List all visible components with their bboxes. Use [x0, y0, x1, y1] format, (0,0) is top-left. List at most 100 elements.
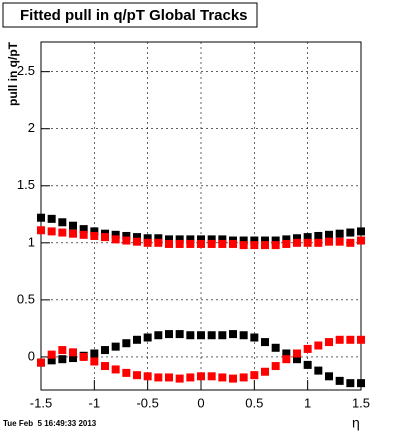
marker	[239, 373, 248, 382]
marker	[69, 229, 77, 238]
x-axis-label: η	[352, 415, 360, 431]
marker	[37, 358, 45, 367]
marker	[111, 235, 120, 244]
marker	[271, 241, 280, 250]
marker	[154, 373, 163, 382]
marker	[47, 350, 56, 359]
marker	[314, 238, 323, 247]
marker	[165, 373, 173, 382]
marker	[250, 236, 259, 245]
marker	[271, 343, 280, 352]
marker	[186, 239, 195, 248]
marker	[303, 360, 312, 369]
marker	[122, 231, 131, 240]
marker	[335, 335, 344, 344]
marker	[357, 335, 365, 344]
marker	[122, 236, 131, 245]
marker	[133, 371, 141, 380]
marker	[335, 376, 344, 385]
marker	[261, 241, 269, 250]
marker	[303, 233, 312, 242]
marker	[303, 344, 312, 353]
marker	[175, 330, 184, 339]
marker	[325, 230, 333, 239]
y-tick-label: 2.5	[17, 63, 35, 78]
marker	[346, 228, 355, 237]
marker	[357, 236, 365, 245]
marker	[111, 342, 120, 351]
marker	[47, 227, 56, 236]
y-axis-label: pull in q/pT	[6, 41, 20, 106]
marker	[282, 349, 291, 358]
marker	[346, 335, 355, 344]
marker	[282, 235, 291, 244]
title-box	[2, 2, 258, 28]
marker	[90, 227, 99, 236]
x-tick-label: 1	[304, 395, 311, 410]
x-tick-label: 1.5	[352, 395, 370, 410]
marker	[47, 356, 56, 365]
marker	[79, 225, 88, 234]
marker	[143, 333, 152, 342]
x-tick-label: -1.5	[30, 395, 52, 410]
marker	[175, 239, 184, 248]
marker	[293, 349, 301, 358]
marker	[111, 365, 120, 374]
marker	[250, 371, 259, 380]
marker	[133, 233, 141, 242]
marker	[207, 239, 216, 248]
marker	[229, 239, 237, 248]
marker	[154, 238, 163, 247]
marker	[165, 330, 173, 339]
marker	[239, 236, 248, 245]
marker	[143, 238, 152, 247]
marker	[261, 338, 269, 347]
marker	[218, 239, 227, 248]
marker	[218, 331, 227, 340]
marker	[79, 352, 88, 361]
marker	[175, 374, 184, 383]
marker	[346, 238, 355, 247]
marker	[335, 237, 344, 246]
marker	[239, 241, 248, 250]
marker	[218, 235, 227, 244]
marker	[229, 330, 237, 339]
y-tick-label: 2	[28, 120, 35, 135]
marker	[218, 373, 227, 382]
marker	[101, 346, 109, 355]
marker	[346, 379, 355, 388]
marker	[271, 362, 280, 371]
marker	[122, 368, 131, 377]
marker	[186, 373, 195, 382]
marker	[207, 372, 216, 381]
y-tick-label: 1.5	[17, 177, 35, 192]
marker	[90, 349, 99, 358]
marker	[325, 372, 333, 381]
chart-title: Fitted pull in q/pT Global Tracks	[20, 7, 248, 24]
marker	[197, 239, 205, 248]
marker	[303, 238, 312, 247]
marker	[69, 221, 77, 230]
marker	[101, 233, 109, 242]
marker	[101, 362, 109, 371]
marker	[197, 331, 205, 340]
marker	[143, 234, 152, 243]
marker	[282, 355, 291, 364]
marker	[325, 338, 333, 347]
x-tick-label: -0.5	[136, 395, 158, 410]
x-tick-label: 0.5	[245, 395, 263, 410]
marker	[197, 235, 205, 244]
marker	[175, 235, 184, 244]
marker	[293, 234, 301, 243]
marker	[58, 355, 67, 364]
marker	[69, 354, 77, 363]
marker	[143, 372, 152, 381]
marker	[229, 374, 237, 383]
marker	[165, 235, 173, 244]
y-tick-label: 0	[28, 348, 35, 363]
marker	[133, 237, 141, 246]
marker	[357, 379, 365, 388]
marker	[207, 235, 216, 244]
marker	[335, 229, 344, 238]
